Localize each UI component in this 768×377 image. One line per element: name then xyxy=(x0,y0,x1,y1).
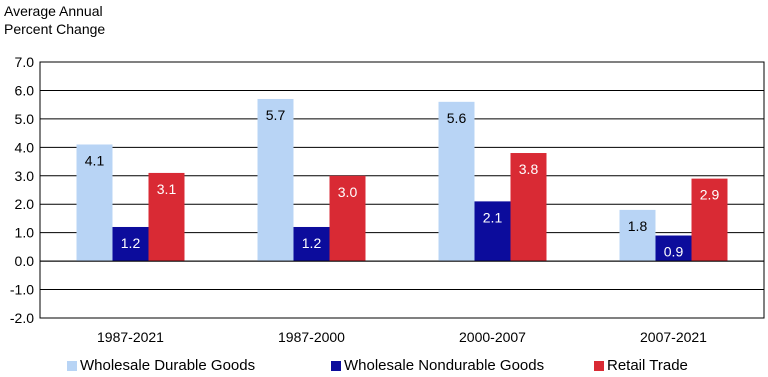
plot-frame xyxy=(39,61,765,319)
bar xyxy=(112,226,149,262)
legend-item-retail-trade: Retail Trade xyxy=(594,357,688,374)
bar xyxy=(148,172,185,262)
y-tick-label: 4.0 xyxy=(15,139,35,155)
y-tick-label: 1.0 xyxy=(15,225,35,241)
y-tick-label: 2.0 xyxy=(15,196,35,212)
bar xyxy=(655,235,692,262)
legend-swatch-wholesale-durable xyxy=(67,360,77,371)
y-tick-label: 5.0 xyxy=(15,111,35,127)
y-tick-label: -1.0 xyxy=(10,282,34,298)
x-tick-label: 2000-2007 xyxy=(459,329,526,345)
data-label: 3.8 xyxy=(519,161,539,177)
data-label: 2.1 xyxy=(483,209,503,225)
y-axis-title: Average Annual Percent Change xyxy=(4,2,105,38)
x-tick-label: 1987-2000 xyxy=(278,329,345,345)
data-label: 5.7 xyxy=(266,107,286,123)
bar xyxy=(438,101,475,262)
legend-swatch-wholesale-nondurable xyxy=(331,360,341,371)
data-label: 3.1 xyxy=(157,181,177,197)
bar xyxy=(293,226,330,262)
data-label: 1.2 xyxy=(121,235,141,251)
bar xyxy=(257,98,294,262)
bar xyxy=(76,144,113,262)
legend-swatch-retail-trade xyxy=(594,360,604,371)
bar xyxy=(619,209,656,262)
data-label: 1.8 xyxy=(628,218,648,234)
y-tick-label: 0.0 xyxy=(15,253,35,269)
data-label: 0.9 xyxy=(664,244,684,260)
data-label: 2.9 xyxy=(700,187,720,203)
x-tick-label: 1987-2021 xyxy=(97,329,164,345)
y-tick-label: 6.0 xyxy=(15,82,35,98)
y-axis-title-line-1: Average Annual xyxy=(4,3,103,19)
bar xyxy=(329,175,366,262)
data-label: 5.6 xyxy=(447,110,467,126)
bar xyxy=(474,201,511,262)
legend-label-retail-trade: Retail Trade xyxy=(607,357,688,374)
bar xyxy=(691,178,728,262)
y-tick-label: 7.0 xyxy=(15,54,35,70)
bar xyxy=(510,153,547,262)
bar-chart: 7.0 6.0 5.0 4.0 3.0 2.0 1.0 0.0 -1.0 -2.0 4.1 1.2 3.… xyxy=(10,54,765,345)
legend-label-wholesale-nondurable: Wholesale Nondurable Goods xyxy=(344,357,545,374)
data-label: 4.1 xyxy=(85,152,105,168)
legend-item-wholesale-durable: Wholesale Durable Goods xyxy=(67,357,255,374)
data-label: 1.2 xyxy=(302,235,322,251)
y-tick-label: 3.0 xyxy=(15,168,35,184)
legend-label-wholesale-durable: Wholesale Durable Goods xyxy=(80,357,256,374)
legend: Wholesale Durable Goods Wholesale Nondur… xyxy=(0,355,768,377)
data-label: 3.0 xyxy=(338,184,358,200)
y-axis-title-line-2: Percent Change xyxy=(4,21,106,37)
legend-item-wholesale-nondurable: Wholesale Nondurable Goods xyxy=(331,357,544,374)
x-tick-label: 2007-2021 xyxy=(640,329,707,345)
y-tick-label: -2.0 xyxy=(10,310,34,326)
